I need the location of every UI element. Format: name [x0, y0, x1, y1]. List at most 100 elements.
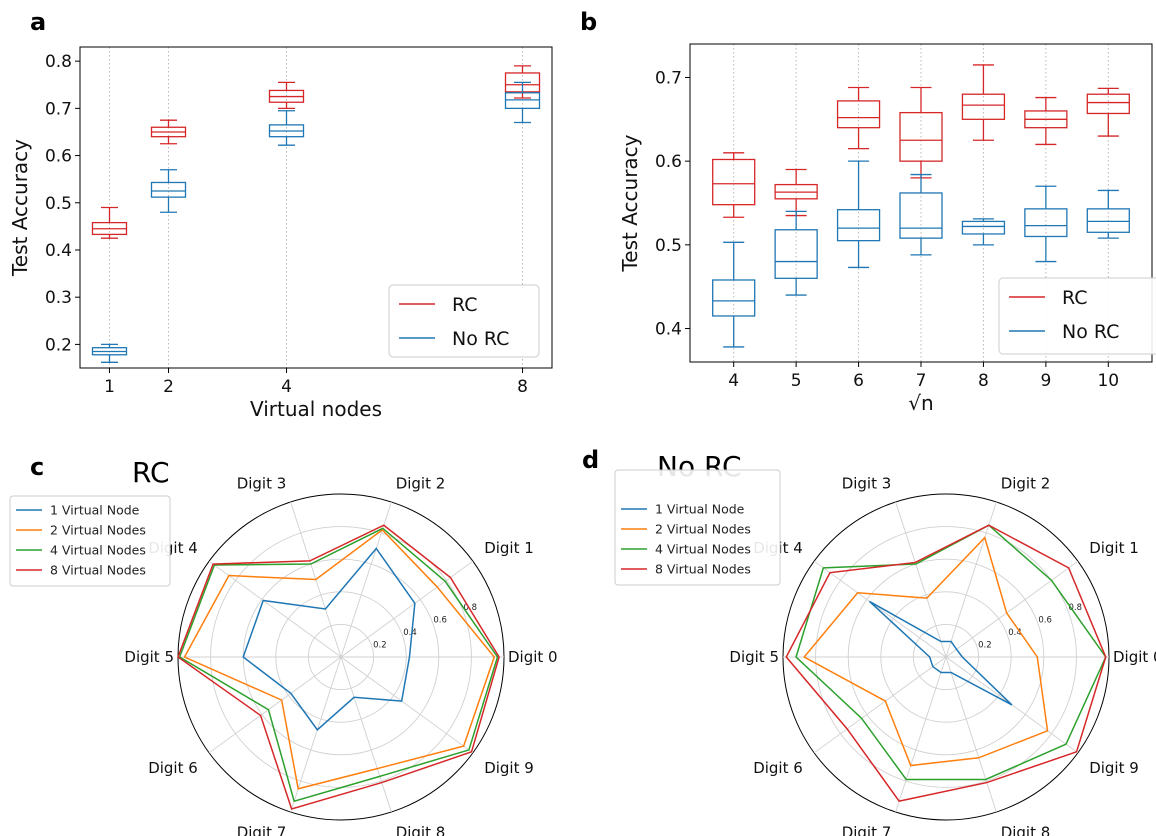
radar-ring-label-c-1: 0.4 [403, 628, 417, 638]
box-iqr [899, 111, 943, 162]
x-axis-label-a: Virtual nodes [250, 397, 382, 421]
legend-label-3: 8 Virtual Nodes [655, 562, 751, 577]
x-tick-label-a-3: 8 [517, 377, 528, 397]
box-b-0-5 [1024, 96, 1068, 146]
radar-chart-c: 0.2 0.4 0.6 0.8 Digit 0 Digit 1 Digit 2 Digit 3… [9, 475, 558, 836]
legend-label-1: 2 Virtual Nodes [50, 523, 146, 538]
box-iqr [774, 229, 818, 279]
legend-label-1: No RC [452, 328, 509, 350]
radar-category-label-c-6: Digit 6 [148, 759, 198, 777]
radar-category-label-d-6: Digit 6 [753, 759, 803, 777]
radar-category-label-d-3: Digit 3 [842, 475, 892, 493]
radar-spoke-d-8 [945, 656, 997, 813]
radar-spoke-c-7 [290, 656, 342, 813]
box-iqr [150, 181, 187, 198]
x-tick-label-b-3: 7 [916, 371, 927, 391]
box-iqr [961, 220, 1006, 235]
y-tick-label-a-2: 0.4 [45, 241, 72, 261]
radar-spoke-d-4 [813, 560, 947, 658]
box-iqr [836, 209, 881, 242]
radar-spoke-d-2 [945, 501, 997, 658]
legend-label-2: 4 Virtual Nodes [655, 542, 751, 557]
box-b-1-2 [836, 160, 881, 269]
legend-b: RC No RC [998, 277, 1156, 355]
radar-category-label-d-2: Digit 2 [1001, 475, 1051, 493]
legend-label-0: 1 Virtual Node [655, 502, 745, 517]
radar-ring-label-d-1: 0.4 [1008, 628, 1022, 638]
radar-spoke-c-8 [340, 656, 392, 813]
box-a-1-2 [268, 110, 305, 146]
panel-letter-a: a [30, 8, 46, 36]
box-iqr [961, 93, 1006, 120]
box-b-0-2 [836, 86, 881, 150]
box-b-1-0 [712, 241, 756, 348]
y-tick-label-b-0: 0.4 [655, 320, 682, 340]
box-iqr [1024, 208, 1068, 238]
legend-box [388, 284, 540, 358]
legend-a: RC No RC [388, 284, 540, 358]
box-b-1-1 [774, 210, 818, 296]
box-b-0-0 [712, 152, 756, 218]
y-tick-label-b-1: 0.5 [655, 236, 682, 256]
box-b-0-6 [1086, 87, 1130, 137]
box-iqr [712, 158, 756, 206]
radar-series-c-0 [242, 547, 416, 731]
box-iqr [1086, 208, 1130, 233]
y-tick-label-a-0: 0.2 [45, 335, 72, 355]
panel-letter-b: b [580, 8, 597, 36]
radar-spoke-c-1 [340, 560, 474, 658]
x-tick-label-b-1: 5 [791, 371, 802, 391]
y-tick-label-a-4: 0.6 [45, 147, 72, 167]
radar-spoke-d-7 [895, 656, 947, 813]
radar-ring-label-c-2: 0.6 [433, 616, 447, 626]
legend-box [9, 495, 171, 587]
x-tick-label-a-1: 2 [163, 377, 174, 397]
x-tick-label-b-5: 9 [1040, 371, 1051, 391]
radar-category-label-c-8: Digit 8 [396, 823, 446, 836]
box-chart-a: 0.2 0.3 0.4 0.5 0.6 0.7 0.8 1 2 4 8 Virtual nodes Te… [8, 46, 553, 421]
box-a-0-0 [91, 206, 128, 239]
radar-ring-label-d-3: 0.8 [1068, 603, 1082, 613]
radar-category-label-d-5: Digit 5 [729, 648, 779, 666]
y-tick-label-a-1: 0.3 [45, 288, 72, 308]
radar-series-c-1 [183, 528, 496, 790]
y-axis-label-b: Test Accuracy [618, 134, 642, 272]
box-a-1-1 [150, 169, 187, 213]
x-axis-label-b: √n [908, 391, 933, 415]
box-b-1-3 [899, 173, 943, 256]
legend-label-0: RC [1062, 287, 1088, 309]
y-tick-label-b-2: 0.6 [655, 152, 682, 172]
legend-label-3: 8 Virtual Nodes [50, 563, 146, 578]
y-tick-label-a-6: 0.8 [45, 52, 72, 72]
radar-series-d-1 [803, 536, 1049, 767]
radar-category-label-d-7: Digit 7 [842, 823, 892, 836]
radar-spoke-c-6 [208, 656, 342, 754]
y-tick-label-b-3: 0.7 [655, 68, 682, 88]
radar-series-d-0 [869, 600, 1013, 706]
radar-category-label-d-0: Digit 0 [1113, 648, 1156, 666]
x-tick-label-a-2: 4 [281, 377, 292, 397]
radar-title-c: RC [132, 456, 170, 489]
x-tick-label-a-0: 1 [104, 377, 115, 397]
radar-ring-label-d-2: 0.6 [1038, 616, 1052, 626]
box-b-1-6 [1086, 189, 1130, 239]
x-tick-label-b-6: 10 [1097, 371, 1119, 391]
radar-spoke-c-4 [208, 560, 342, 658]
box-iqr [712, 279, 756, 317]
radar-category-label-c-1: Digit 1 [484, 539, 534, 557]
legend-d: 1 Virtual Node 2 Virtual Nodes 4 Virtual N… [614, 469, 781, 586]
radar-category-label-d-1: Digit 1 [1089, 539, 1139, 557]
plot-frame-a [79, 46, 553, 369]
x-tick-label-b-2: 6 [853, 371, 864, 391]
box-b-1-4 [961, 218, 1006, 246]
radar-ring-label-c-3: 0.8 [463, 603, 477, 613]
box-iqr [836, 100, 881, 129]
legend-label-0: 1 Virtual Node [50, 503, 140, 518]
radar-spoke-d-1 [945, 560, 1079, 658]
radar-spoke-c-9 [340, 656, 474, 754]
x-tick-label-b-0: 4 [728, 371, 739, 391]
radar-category-label-c-2: Digit 2 [396, 475, 446, 493]
legend-box [614, 469, 781, 586]
radar-series-c-3 [177, 524, 500, 810]
legend-label-0: RC [452, 294, 478, 316]
